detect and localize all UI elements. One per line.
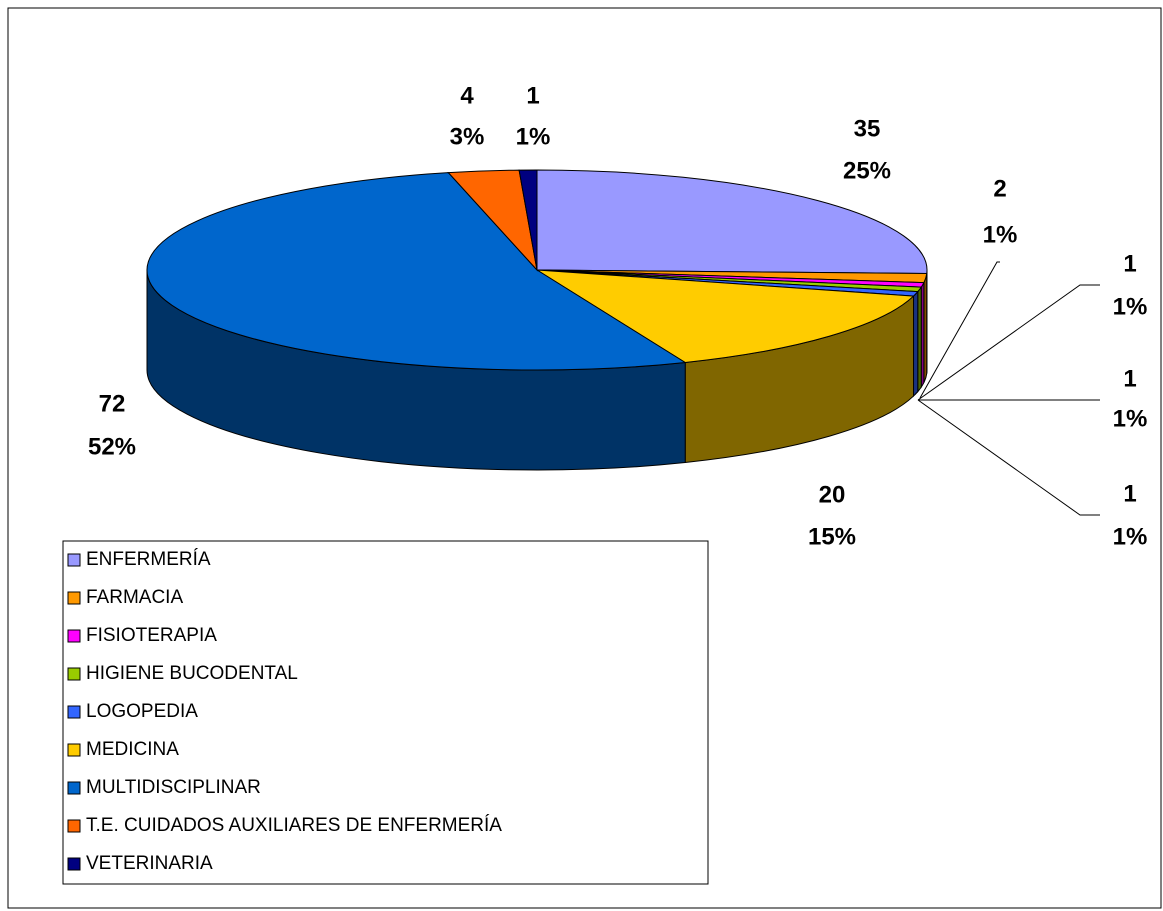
percent-label: 1% [1113,405,1148,432]
data-label: 1 [1123,250,1136,277]
percent-label: 1% [983,221,1018,248]
data-label: 20 [819,481,846,508]
legend-swatch [67,553,81,567]
percent-label: 1% [1113,293,1148,320]
percent-label: 25% [843,157,891,184]
legend-label: MEDICINA [86,739,179,760]
data-label: 2 [993,175,1006,202]
data-label: 1 [1123,480,1136,507]
percent-label: 3% [450,123,485,150]
legend-label: VETERINARIA [86,853,213,874]
pie-slice [536,269,915,364]
legend-swatch [67,819,81,833]
pie-sides [146,269,928,471]
legend-label: FISIOTERAPIA [86,625,217,646]
legend-swatch [67,705,81,719]
data-label: 35 [854,115,881,142]
leader-line [919,261,1000,399]
legend-swatch [67,743,81,757]
pie-slice-side [913,290,919,398]
legend-label: T.E. CUIDADOS AUXILIARES DE ENFERMERÍA [86,815,502,836]
legend-label: FARMACIA [86,587,183,608]
pie-slice [146,172,687,371]
data-label: 1 [1123,365,1136,392]
leader-line [917,399,1100,516]
percent-label: 1% [1113,523,1148,550]
pie-tops [146,169,928,371]
leader-lines [917,261,1100,516]
legend-swatch [67,591,81,605]
percent-label: 15% [808,523,856,550]
data-label: 4 [460,82,474,109]
legend-swatch [67,629,81,643]
legend-swatch [67,781,81,795]
legend-label: MULTIDISCIPLINAR [86,777,261,798]
pie-slice [518,169,538,271]
legend-label: ENFERMERÍA [86,549,211,570]
percent-label: 1% [516,123,551,150]
legend-swatch [67,667,81,681]
legend-swatch [67,857,81,871]
leader-line [917,284,1100,401]
legend-label: LOGOPEDIA [86,701,198,722]
data-label: 72 [99,390,126,417]
pie-slice [536,169,928,274]
pie-slice-side [917,285,922,393]
legend-label: HIGIENE BUCODENTAL [86,663,298,684]
legend-box [62,540,709,885]
data-label: 1 [526,82,539,109]
percent-label: 52% [88,433,136,460]
